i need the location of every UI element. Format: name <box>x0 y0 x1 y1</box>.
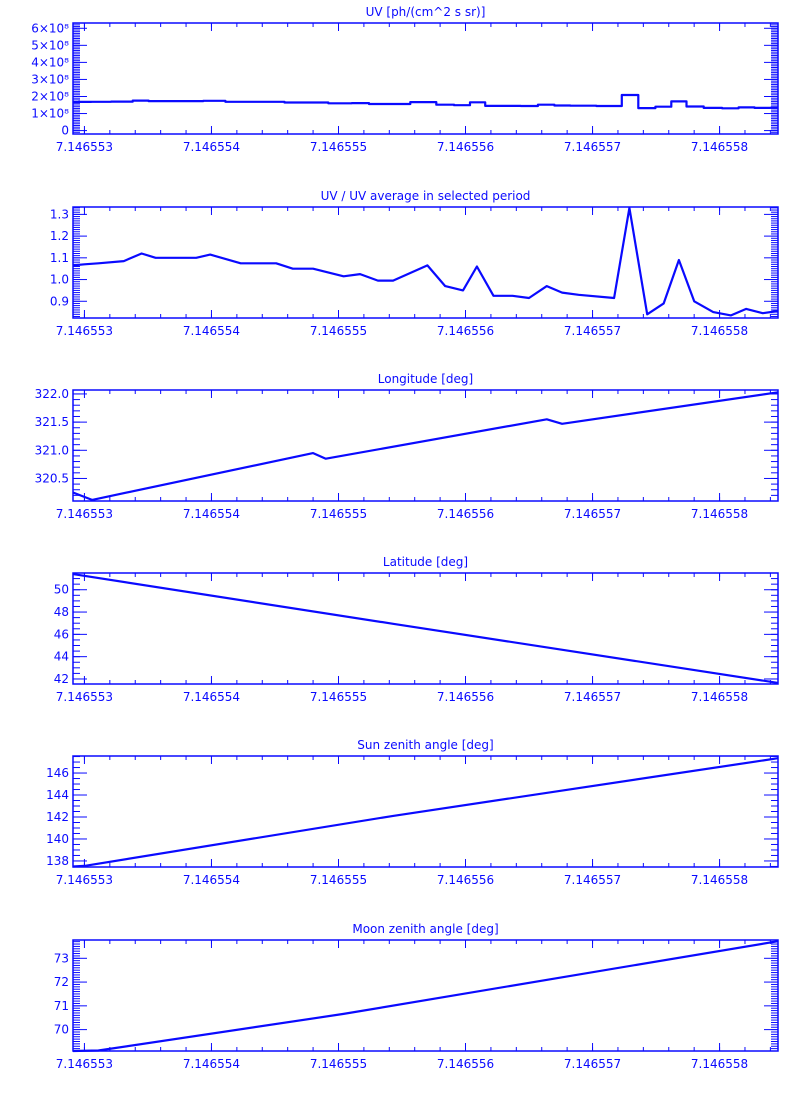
plot-frame <box>72 939 779 1052</box>
data-series-line <box>73 93 778 110</box>
x-tick-label: 7.146556 <box>437 1057 494 1071</box>
y-tick-label: 1.0 <box>50 273 69 287</box>
chart-panel-6: Moon zenith angle [deg] 7.146553 7.146554 7… <box>54 922 779 1071</box>
y-tick-label: 6×10⁸ <box>31 21 69 35</box>
y-tick-label: 71 <box>54 999 69 1013</box>
data-series-line <box>72 757 779 868</box>
y-tick-label: 44 <box>54 650 69 664</box>
x-tick-label: 7.146554 <box>183 1057 240 1071</box>
x-tick-label: 7.146557 <box>564 873 621 887</box>
x-tick-label: 7.146558 <box>691 1057 748 1071</box>
x-tick-label: 7.146558 <box>691 873 748 887</box>
chart-title: UV [ph/(cm^2 s sr)] <box>366 5 486 19</box>
x-tick-label: 7.146557 <box>564 140 621 154</box>
chart-title: UV / UV average in selected period <box>321 189 531 203</box>
chart-panel-2: UV / UV average in selected period 7.1465… <box>50 189 779 338</box>
x-tick-label: 7.146558 <box>691 324 748 338</box>
y-tick-label: 138 <box>46 854 69 868</box>
y-tick-label: 70 <box>54 1023 69 1037</box>
x-tick-label: 7.146554 <box>183 324 240 338</box>
chart-panel-3: Longitude [deg] 7.146553 7.146554 7.146555 7… <box>35 372 779 521</box>
y-tick-label: 1.2 <box>50 229 69 243</box>
y-tick-label: 1.1 <box>50 251 69 265</box>
chart-title: Longitude [deg] <box>378 372 473 386</box>
x-tick-label: 7.146553 <box>56 1057 113 1071</box>
chart-panel-1: UV [ph/(cm^2 s sr)] 7.146553 7.146554 7.146… <box>31 5 779 154</box>
y-tick-label: 142 <box>46 810 69 824</box>
x-tick-label: 7.146553 <box>56 690 113 704</box>
x-tick-label: 7.146557 <box>564 507 621 521</box>
x-tick-label: 7.146557 <box>564 324 621 338</box>
plot-frame <box>72 389 779 502</box>
x-tick-label: 7.146553 <box>56 507 113 521</box>
x-tick-label: 7.146558 <box>691 507 748 521</box>
y-tick-label: 3×10⁸ <box>31 72 69 86</box>
y-tick-label: 146 <box>46 766 69 780</box>
x-tick-label: 7.146555 <box>310 690 367 704</box>
x-tick-label: 7.146556 <box>437 507 494 521</box>
x-tick-label: 7.146554 <box>183 507 240 521</box>
x-tick-label: 7.146554 <box>183 873 240 887</box>
y-tick-label: 72 <box>54 975 69 989</box>
y-tick-label: 322.0 <box>35 387 69 401</box>
x-tick-label: 7.146554 <box>183 140 240 154</box>
chart-panel-4: Latitude [deg] 7.146553 7.146554 7.146555 7.… <box>54 555 779 704</box>
chart-panel-5: Sun zenith angle [deg] 7.146553 7.146554 7.… <box>46 738 779 887</box>
y-tick-label: 42 <box>54 672 69 686</box>
y-tick-label: 46 <box>54 627 69 641</box>
y-tick-label: 0 <box>61 124 69 138</box>
y-tick-label: 321.0 <box>35 443 69 457</box>
y-tick-label: 4×10⁸ <box>31 55 69 69</box>
y-tick-label: 320.5 <box>35 471 69 485</box>
chart-title: Sun zenith angle [deg] <box>357 738 493 752</box>
x-tick-label: 7.146553 <box>56 140 113 154</box>
data-series-line <box>72 206 779 317</box>
x-tick-label: 7.146555 <box>310 507 367 521</box>
y-tick-label: 73 <box>54 951 69 965</box>
x-tick-label: 7.146554 <box>183 690 240 704</box>
x-tick-label: 7.146555 <box>310 324 367 338</box>
y-tick-label: 50 <box>54 583 69 597</box>
x-tick-label: 7.146555 <box>310 873 367 887</box>
chart-title: Latitude [deg] <box>383 555 468 569</box>
x-tick-label: 7.146556 <box>437 873 494 887</box>
x-tick-label: 7.146556 <box>437 324 494 338</box>
plot-frame <box>72 206 779 319</box>
x-tick-label: 7.146556 <box>437 140 494 154</box>
y-tick-label: 1×10⁸ <box>31 107 69 121</box>
y-tick-label: 140 <box>46 832 69 846</box>
chart-title: Moon zenith angle [deg] <box>352 922 498 936</box>
plot-frame <box>72 22 779 135</box>
data-series-line <box>72 391 779 501</box>
x-tick-label: 7.146553 <box>56 324 113 338</box>
data-series-line <box>72 573 779 684</box>
x-tick-label: 7.146553 <box>56 873 113 887</box>
data-series-line <box>72 940 779 1053</box>
y-tick-label: 321.5 <box>35 415 69 429</box>
y-tick-label: 2×10⁸ <box>31 89 69 103</box>
y-tick-label: 144 <box>46 788 69 802</box>
x-tick-label: 7.146557 <box>564 690 621 704</box>
x-tick-label: 7.146555 <box>310 1057 367 1071</box>
y-tick-label: 0.9 <box>50 294 69 308</box>
x-tick-label: 7.146558 <box>691 690 748 704</box>
x-tick-label: 7.146558 <box>691 140 748 154</box>
x-tick-label: 7.146557 <box>564 1057 621 1071</box>
y-tick-label: 1.3 <box>50 207 69 221</box>
y-tick-label: 48 <box>54 605 69 619</box>
x-tick-label: 7.146555 <box>310 140 367 154</box>
y-tick-label: 5×10⁸ <box>31 38 69 52</box>
x-tick-label: 7.146556 <box>437 690 494 704</box>
